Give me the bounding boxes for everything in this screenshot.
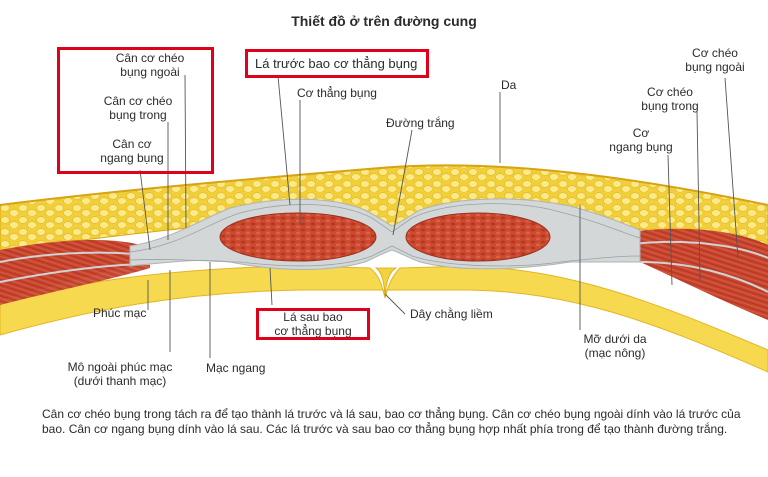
leader-ext-oblique-right (724, 77, 739, 259)
label-ext-oblique-right: Cơ chéo bụng ngoài (685, 46, 745, 74)
rectus-muscle-left (219, 212, 377, 262)
sheath-line-2 (129, 245, 641, 267)
diagram-title: Thiết đồ ở trên đường cung (291, 13, 477, 29)
label-rectus: Cơ thẳng bụng (297, 86, 377, 100)
leader-transversus-left (139, 169, 151, 251)
leader-posterior-sheath (269, 267, 273, 306)
label-peritoneum: Phúc mạc (93, 306, 147, 320)
falciform-ligament (374, 267, 398, 297)
skin-line (0, 164, 768, 206)
label-anterior-sheath: Lá trước bao cơ thẳng bụng (255, 56, 418, 71)
rectus-muscle-right (405, 212, 551, 262)
right-muscles (624, 228, 768, 320)
highlight-box-anterior-sheath (245, 49, 429, 78)
right-muscle-sep-2 (639, 261, 768, 293)
leader-linea-alba (392, 129, 413, 236)
label-skin: Da (501, 78, 517, 92)
leader-anterior-sheath (277, 75, 291, 206)
leader-ext-oblique-left (184, 74, 187, 229)
label-int-oblique-right: Cơ chéo bụng trong (641, 85, 699, 113)
label-transversalis-fascia: Mạc ngang (206, 361, 266, 375)
highlight-box-posterior-sheath (256, 308, 370, 340)
leader-lines (139, 74, 739, 358)
label-posterior-sheath: Lá sau bao cơ thẳng bụng (274, 310, 352, 338)
sheath-line-1 (129, 203, 641, 253)
label-subcutaneous: Mỡ dưới da (mạc nông) (583, 332, 647, 360)
label-linea-alba: Đường trắng (386, 116, 455, 130)
label-int-oblique-apon-left: Cân cơ chéo bụng trong (103, 94, 173, 122)
leader-int-oblique-right (696, 111, 701, 281)
label-falciform: Dây chằng liềm (410, 307, 493, 321)
label-extraperitoneal: Mô ngoài phúc mạc (dưới thanh mạc) (67, 360, 173, 388)
label-transversus-right: Cơ ngang bụng (609, 126, 673, 154)
leader-falciform (384, 293, 406, 315)
label-ext-oblique-apon-left: Cân cơ chéo bụng ngoài (115, 51, 185, 79)
leader-transversus-right (667, 154, 673, 286)
figure-caption: Cân cơ chéo bụng trong tách ra để tạo th… (42, 407, 741, 436)
label-transversus-apon-left: Cân cơ ngang bụng (100, 137, 164, 165)
right-muscle-sep-1 (631, 240, 768, 259)
left-muscle-lower (0, 260, 150, 305)
highlight-box-left-aponeuroses (57, 47, 214, 174)
